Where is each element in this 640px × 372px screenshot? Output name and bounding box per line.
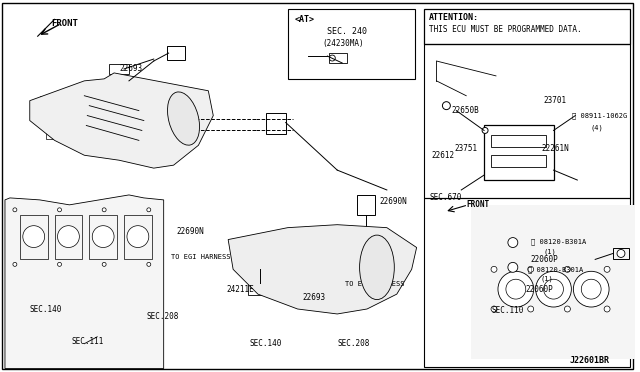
Text: TO EGI HARNESS: TO EGI HARNESS	[345, 281, 404, 287]
Text: (1): (1)	[541, 276, 554, 282]
Bar	[248, 283, 270, 295]
Bar	[20, 215, 47, 259]
Circle shape	[564, 266, 570, 272]
Circle shape	[617, 250, 625, 257]
Text: (24230MA): (24230MA)	[323, 39, 364, 48]
Bar	[424, 198, 630, 366]
Bar	[89, 215, 117, 259]
Circle shape	[528, 266, 534, 272]
Text: SEC.140: SEC.140	[250, 339, 282, 348]
Circle shape	[536, 271, 572, 307]
Circle shape	[564, 306, 570, 312]
Text: Ⓢ 08120-B301A: Ⓢ 08120-B301A	[531, 238, 586, 245]
Circle shape	[102, 262, 106, 266]
Circle shape	[13, 208, 17, 212]
Circle shape	[147, 208, 151, 212]
Ellipse shape	[360, 235, 394, 299]
Circle shape	[508, 262, 518, 272]
Text: 22612: 22612	[431, 151, 454, 160]
Circle shape	[23, 226, 45, 247]
Circle shape	[581, 279, 601, 299]
Text: 22693: 22693	[119, 64, 142, 73]
Text: SEC.110: SEC.110	[491, 307, 524, 315]
Text: 22650B: 22650B	[451, 106, 479, 115]
Bar	[357, 195, 375, 215]
Circle shape	[58, 262, 61, 266]
Text: SEC. 240: SEC. 240	[327, 27, 367, 36]
Circle shape	[58, 226, 79, 247]
Text: Ⓢ 08120-B301A: Ⓢ 08120-B301A	[528, 266, 583, 273]
Circle shape	[604, 306, 610, 312]
Text: 23701: 23701	[543, 96, 567, 105]
Text: (1): (1)	[543, 248, 556, 255]
Text: Ⓝ 08911-1062G: Ⓝ 08911-1062G	[572, 112, 628, 119]
Bar	[266, 113, 285, 134]
Polygon shape	[471, 205, 635, 359]
Circle shape	[147, 262, 151, 266]
Text: ATTENTION:: ATTENTION:	[429, 13, 479, 22]
Circle shape	[13, 262, 17, 266]
Text: 22261N: 22261N	[541, 144, 570, 153]
Bar	[40, 96, 74, 104]
Text: <AT>: <AT>	[294, 15, 315, 24]
Text: SEC.208: SEC.208	[147, 312, 179, 321]
Bar	[613, 247, 629, 259]
Bar	[424, 44, 630, 198]
Circle shape	[573, 271, 609, 307]
Polygon shape	[29, 73, 213, 168]
Ellipse shape	[168, 92, 200, 145]
Bar	[330, 53, 347, 63]
Circle shape	[506, 279, 525, 299]
Circle shape	[127, 226, 148, 247]
Circle shape	[528, 306, 534, 312]
Text: 22690N: 22690N	[177, 227, 204, 236]
Circle shape	[604, 266, 610, 272]
Text: 24211E: 24211E	[226, 285, 254, 294]
Circle shape	[58, 208, 61, 212]
Circle shape	[491, 266, 497, 272]
Bar	[491, 155, 545, 167]
Bar	[45, 131, 81, 140]
Circle shape	[491, 306, 497, 312]
Bar	[109, 64, 129, 74]
Bar	[166, 46, 184, 60]
Text: 22060P: 22060P	[525, 285, 554, 294]
Text: 23751: 23751	[454, 144, 477, 153]
Text: FRONT: FRONT	[52, 19, 79, 28]
Text: 22693: 22693	[303, 293, 326, 302]
Bar	[491, 135, 545, 147]
Bar	[54, 215, 83, 259]
Text: SEC.140: SEC.140	[29, 305, 62, 314]
Circle shape	[482, 128, 488, 134]
Text: 22690N: 22690N	[380, 198, 408, 206]
Bar	[287, 9, 415, 79]
Text: SEC.111: SEC.111	[72, 337, 104, 346]
Circle shape	[543, 279, 563, 299]
Text: FRONT: FRONT	[466, 201, 490, 209]
Circle shape	[92, 226, 114, 247]
Text: THIS ECU MUST BE PROGRAMMED DATA.: THIS ECU MUST BE PROGRAMMED DATA.	[429, 25, 581, 34]
Text: (4): (4)	[590, 124, 603, 131]
Circle shape	[102, 208, 106, 212]
Bar	[124, 215, 152, 259]
Circle shape	[498, 271, 534, 307]
Text: J22601BR: J22601BR	[570, 356, 609, 365]
Polygon shape	[5, 195, 164, 369]
Circle shape	[442, 102, 451, 110]
Bar	[484, 125, 554, 180]
Circle shape	[330, 55, 335, 61]
Text: TO EGI HARNESS: TO EGI HARNESS	[171, 254, 230, 260]
Text: SEC.670: SEC.670	[429, 193, 462, 202]
Bar	[44, 119, 78, 128]
Text: SEC.208: SEC.208	[337, 339, 370, 348]
Bar	[42, 108, 76, 116]
Polygon shape	[228, 225, 417, 314]
Text: 22060P: 22060P	[531, 255, 559, 264]
Circle shape	[508, 238, 518, 247]
Bar	[424, 9, 630, 44]
